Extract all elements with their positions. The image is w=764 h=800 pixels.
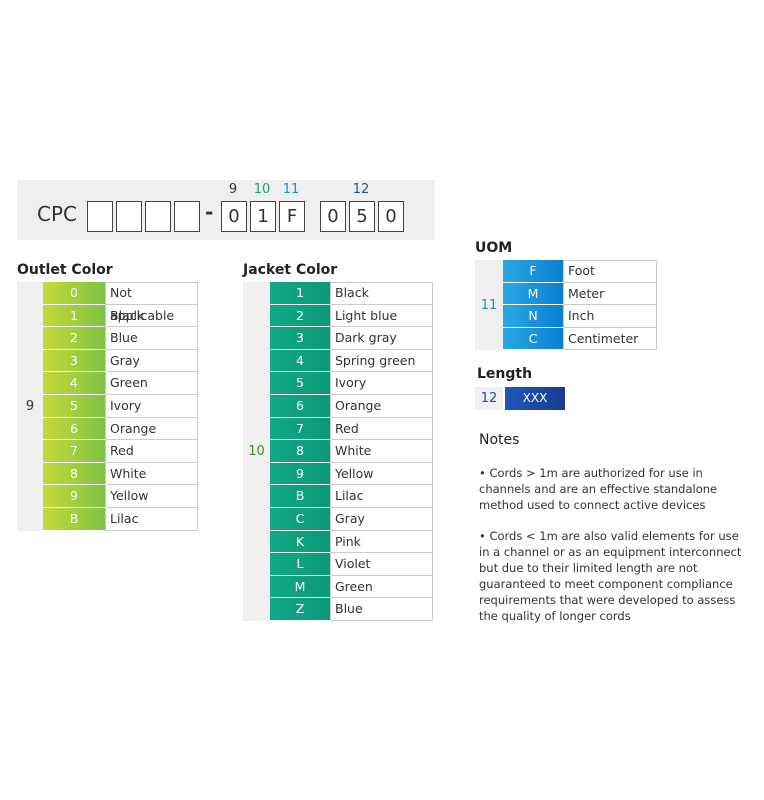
name-cell: Green bbox=[105, 372, 198, 395]
group-label: 11 bbox=[475, 260, 503, 351]
code-box: 1 bbox=[250, 201, 276, 232]
name-cell: Blue bbox=[330, 598, 433, 621]
code-cell: F bbox=[503, 260, 563, 283]
length-value: XXX bbox=[505, 387, 565, 410]
code-cell: M bbox=[270, 576, 330, 599]
code-cell: 6 bbox=[270, 395, 330, 418]
position-label: 11 bbox=[282, 182, 300, 197]
name-cell: Centimeter bbox=[563, 327, 657, 351]
name-cell: Red bbox=[105, 440, 198, 463]
group-label: 10 bbox=[243, 282, 270, 621]
code-cell: 1 bbox=[270, 282, 330, 305]
section-title: UOM bbox=[475, 240, 513, 256]
group-label: 9 bbox=[17, 282, 43, 531]
code-cell: 2 bbox=[270, 305, 330, 328]
code-box: 0 bbox=[378, 201, 404, 232]
code-box: 0 bbox=[221, 201, 247, 232]
name-cell: Gray bbox=[330, 508, 433, 531]
code-cell: K bbox=[270, 531, 330, 554]
name-cell: Pink bbox=[330, 530, 433, 554]
position-label: 10 bbox=[253, 182, 271, 197]
code-cell: 7 bbox=[270, 418, 330, 441]
name-cell: Ivory bbox=[330, 372, 433, 395]
note-item: • Cords < 1m are also valid elements for… bbox=[479, 529, 742, 623]
code-cell: 9 bbox=[270, 463, 330, 486]
name-cell: White bbox=[330, 440, 433, 463]
name-cell: Yellow bbox=[330, 462, 433, 486]
code-cell: C bbox=[270, 508, 330, 531]
code-cell: 8 bbox=[43, 463, 105, 486]
name-cell: Lilac bbox=[330, 485, 433, 508]
name-cell: Orange bbox=[330, 395, 433, 418]
name-cell: White bbox=[105, 462, 198, 486]
section-title: Outlet Color bbox=[17, 262, 113, 278]
note-item: • Cords > 1m are authorized for use in c… bbox=[479, 466, 718, 512]
code-column bbox=[270, 282, 330, 621]
name-cell: Ivory bbox=[105, 395, 198, 418]
code-cell: 8 bbox=[270, 440, 330, 463]
section-title: Notes bbox=[479, 432, 520, 448]
name-cell: Black bbox=[105, 304, 198, 328]
code-box: 5 bbox=[349, 201, 375, 232]
name-cell: Orange bbox=[105, 417, 198, 441]
name-cell: Green bbox=[330, 575, 433, 599]
empty-box bbox=[174, 201, 200, 232]
code-cell: 4 bbox=[43, 372, 105, 395]
name-cell: Meter bbox=[563, 282, 657, 306]
code-cell: C bbox=[503, 328, 563, 351]
code-prefix: CPC bbox=[37, 202, 77, 226]
code-cell: 9 bbox=[43, 485, 105, 508]
code-cell: 7 bbox=[43, 440, 105, 463]
name-cell: Spring green bbox=[330, 349, 433, 373]
position-label: 12 bbox=[352, 182, 370, 197]
code-cell: 2 bbox=[43, 327, 105, 350]
code-cell: 5 bbox=[43, 395, 105, 418]
empty-box bbox=[145, 201, 171, 232]
code-cell: L bbox=[270, 553, 330, 576]
code-box: 0 bbox=[320, 201, 346, 232]
code-cell: 3 bbox=[270, 327, 330, 350]
code-column bbox=[503, 260, 563, 351]
name-cell: Black bbox=[330, 282, 433, 305]
code-cell: 6 bbox=[43, 418, 105, 441]
name-cell: Gray bbox=[105, 349, 198, 373]
name-cell: Inch bbox=[563, 305, 657, 328]
code-cell: 0 bbox=[43, 282, 105, 305]
code-box: F bbox=[279, 201, 305, 232]
code-cell: M bbox=[503, 283, 563, 306]
name-cell: Not applicable bbox=[105, 282, 198, 323]
code-cell: 4 bbox=[270, 350, 330, 373]
name-cell: Dark gray bbox=[330, 327, 433, 350]
name-cell: Light blue bbox=[330, 304, 433, 328]
empty-box bbox=[116, 201, 142, 232]
section-title: Jacket Color bbox=[243, 262, 338, 278]
code-cell: N bbox=[503, 305, 563, 328]
code-cell: B bbox=[43, 508, 105, 531]
name-cell: Violet bbox=[330, 553, 433, 576]
name-cell: Blue bbox=[105, 327, 198, 350]
section-title: Length bbox=[477, 366, 533, 382]
code-cell: 1 bbox=[43, 305, 105, 328]
code-cell: 3 bbox=[43, 350, 105, 373]
code-cell: B bbox=[270, 485, 330, 508]
name-cell: Red bbox=[330, 417, 433, 441]
code-cell: Z bbox=[270, 598, 330, 621]
name-cell: Yellow bbox=[105, 485, 198, 508]
position-label: 9 bbox=[228, 182, 238, 197]
code-column bbox=[43, 282, 105, 531]
empty-box bbox=[87, 201, 113, 232]
code-cell: 5 bbox=[270, 372, 330, 395]
name-cell: Lilac bbox=[105, 508, 198, 531]
group-label: 12 bbox=[475, 387, 503, 410]
name-cell: Foot bbox=[563, 260, 657, 283]
code-dash: - bbox=[205, 200, 214, 224]
